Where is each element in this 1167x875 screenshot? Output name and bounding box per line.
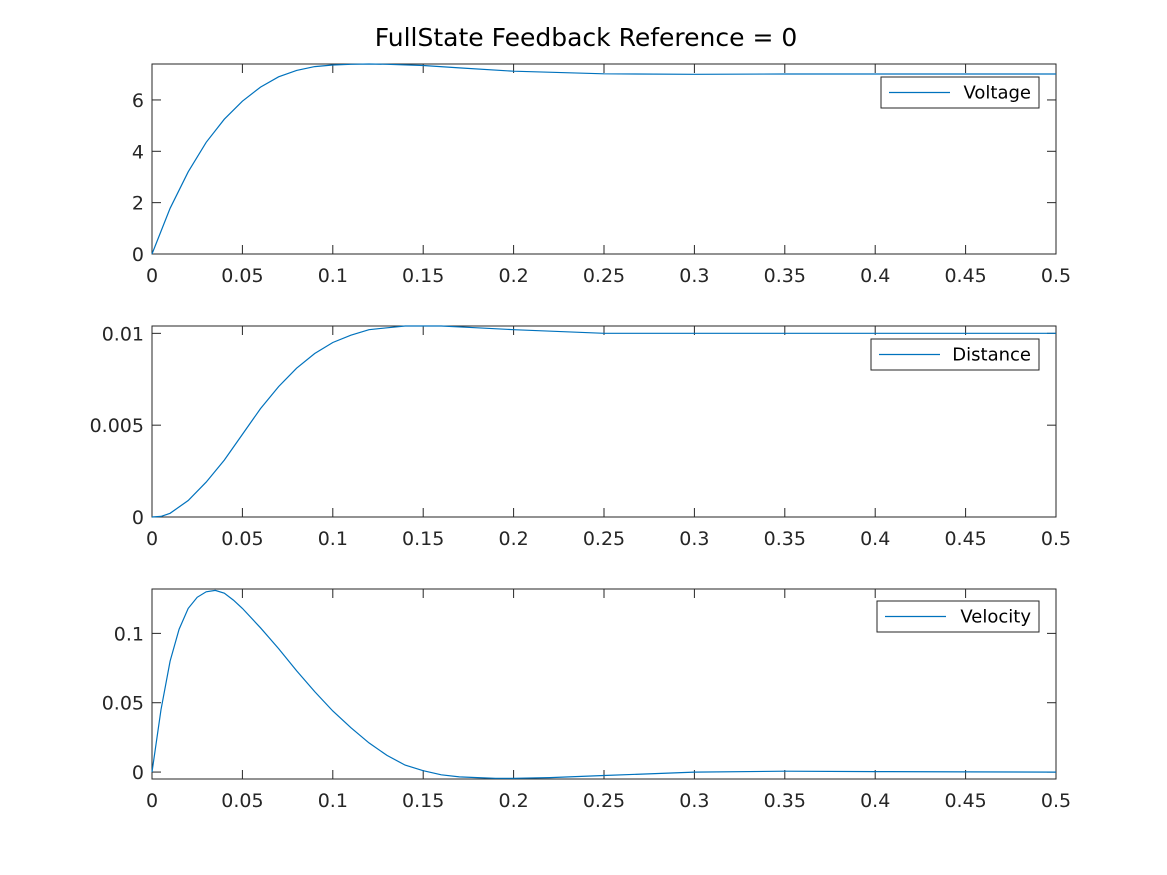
y-tick-label: 0	[132, 507, 144, 529]
legend: Velocity	[876, 600, 1040, 633]
x-tick-label: 0.15	[402, 790, 444, 812]
legend-box	[880, 76, 1040, 109]
velocity-plot: 0 0.05 0.1 0.15 0.2 0.25 0.3 0.35 0.4 0.45 0.5 0 0.0…	[102, 588, 1071, 812]
x-tick-label: 0	[146, 790, 158, 812]
x-tick-label: 0.05	[221, 790, 263, 812]
x-tick-label: 0.25	[583, 790, 625, 812]
x-tick-label: 0.1	[318, 265, 348, 287]
x-tick-label: 0.3	[679, 265, 709, 287]
x-tick-label: 0.2	[498, 528, 528, 550]
x-tick-label: 0.5	[1041, 790, 1071, 812]
distance-plot: 0 0.05 0.1 0.15 0.2 0.25 0.3 0.35 0.4 0.45 0.5 0 0.0…	[90, 323, 1072, 550]
x-tick-label: 0	[146, 528, 158, 550]
series-line-voltage	[151, 63, 1056, 255]
x-tick-label: 0.25	[583, 265, 625, 287]
x-tick-label: 0.5	[1041, 528, 1071, 550]
y-tick-label: 0.005	[90, 415, 144, 437]
x-tick-label: 0.3	[679, 790, 709, 812]
legend: Voltage	[880, 76, 1040, 109]
x-tick-label: 0.35	[764, 790, 806, 812]
x-tick-label: 0.1	[318, 790, 348, 812]
series-line-distance	[151, 325, 1056, 518]
series-line-velocity	[151, 589, 1057, 779]
x-tick-label: 0.5	[1041, 265, 1071, 287]
x-tick-label: 0.25	[583, 528, 625, 550]
voltage-plot: 0 0.05 0.1 0.15 0.2 0.25 0.3 0.35 0.4 0.45 0.5 0 2 4 6…	[132, 63, 1071, 287]
x-tick-label: 0.4	[860, 528, 890, 550]
x-tick-label: 0.4	[860, 790, 890, 812]
x-tick-label: 0.2	[498, 265, 528, 287]
x-tick-label: 0.45	[944, 790, 986, 812]
x-tick-label: 0.1	[318, 528, 348, 550]
x-tick-label: 0.3	[679, 528, 709, 550]
x-tick-label: 0.05	[221, 528, 263, 550]
x-tick-label: 0.45	[944, 265, 986, 287]
x-tick-label: 0	[146, 265, 158, 287]
y-tick-label: 0.01	[102, 323, 144, 345]
y-tick-label: 0.1	[114, 623, 144, 645]
x-tick-label: 0.15	[402, 528, 444, 550]
x-tick-label: 0.2	[498, 790, 528, 812]
legend-label: Distance	[952, 345, 1031, 366]
x-tick-label: 0.45	[944, 528, 986, 550]
legend-label: Velocity	[960, 607, 1031, 628]
x-tick-label: 0.05	[221, 265, 263, 287]
y-tick-label: 6	[132, 90, 144, 112]
x-tick-label: 0.4	[860, 265, 890, 287]
x-tick-label: 0.35	[764, 528, 806, 550]
y-tick-label: 0.05	[102, 693, 144, 715]
x-tick-label: 0.35	[764, 265, 806, 287]
y-tick-label: 4	[132, 141, 144, 163]
x-tick-label: 0.15	[402, 265, 444, 287]
y-tick-label: 2	[132, 193, 144, 215]
chart-title: FullState Feedback Reference = 0	[375, 23, 798, 52]
legend: Distance	[870, 338, 1040, 371]
legend-label: Voltage	[963, 83, 1031, 104]
y-tick-label: 0	[132, 244, 144, 266]
y-tick-label: 0	[132, 762, 144, 784]
